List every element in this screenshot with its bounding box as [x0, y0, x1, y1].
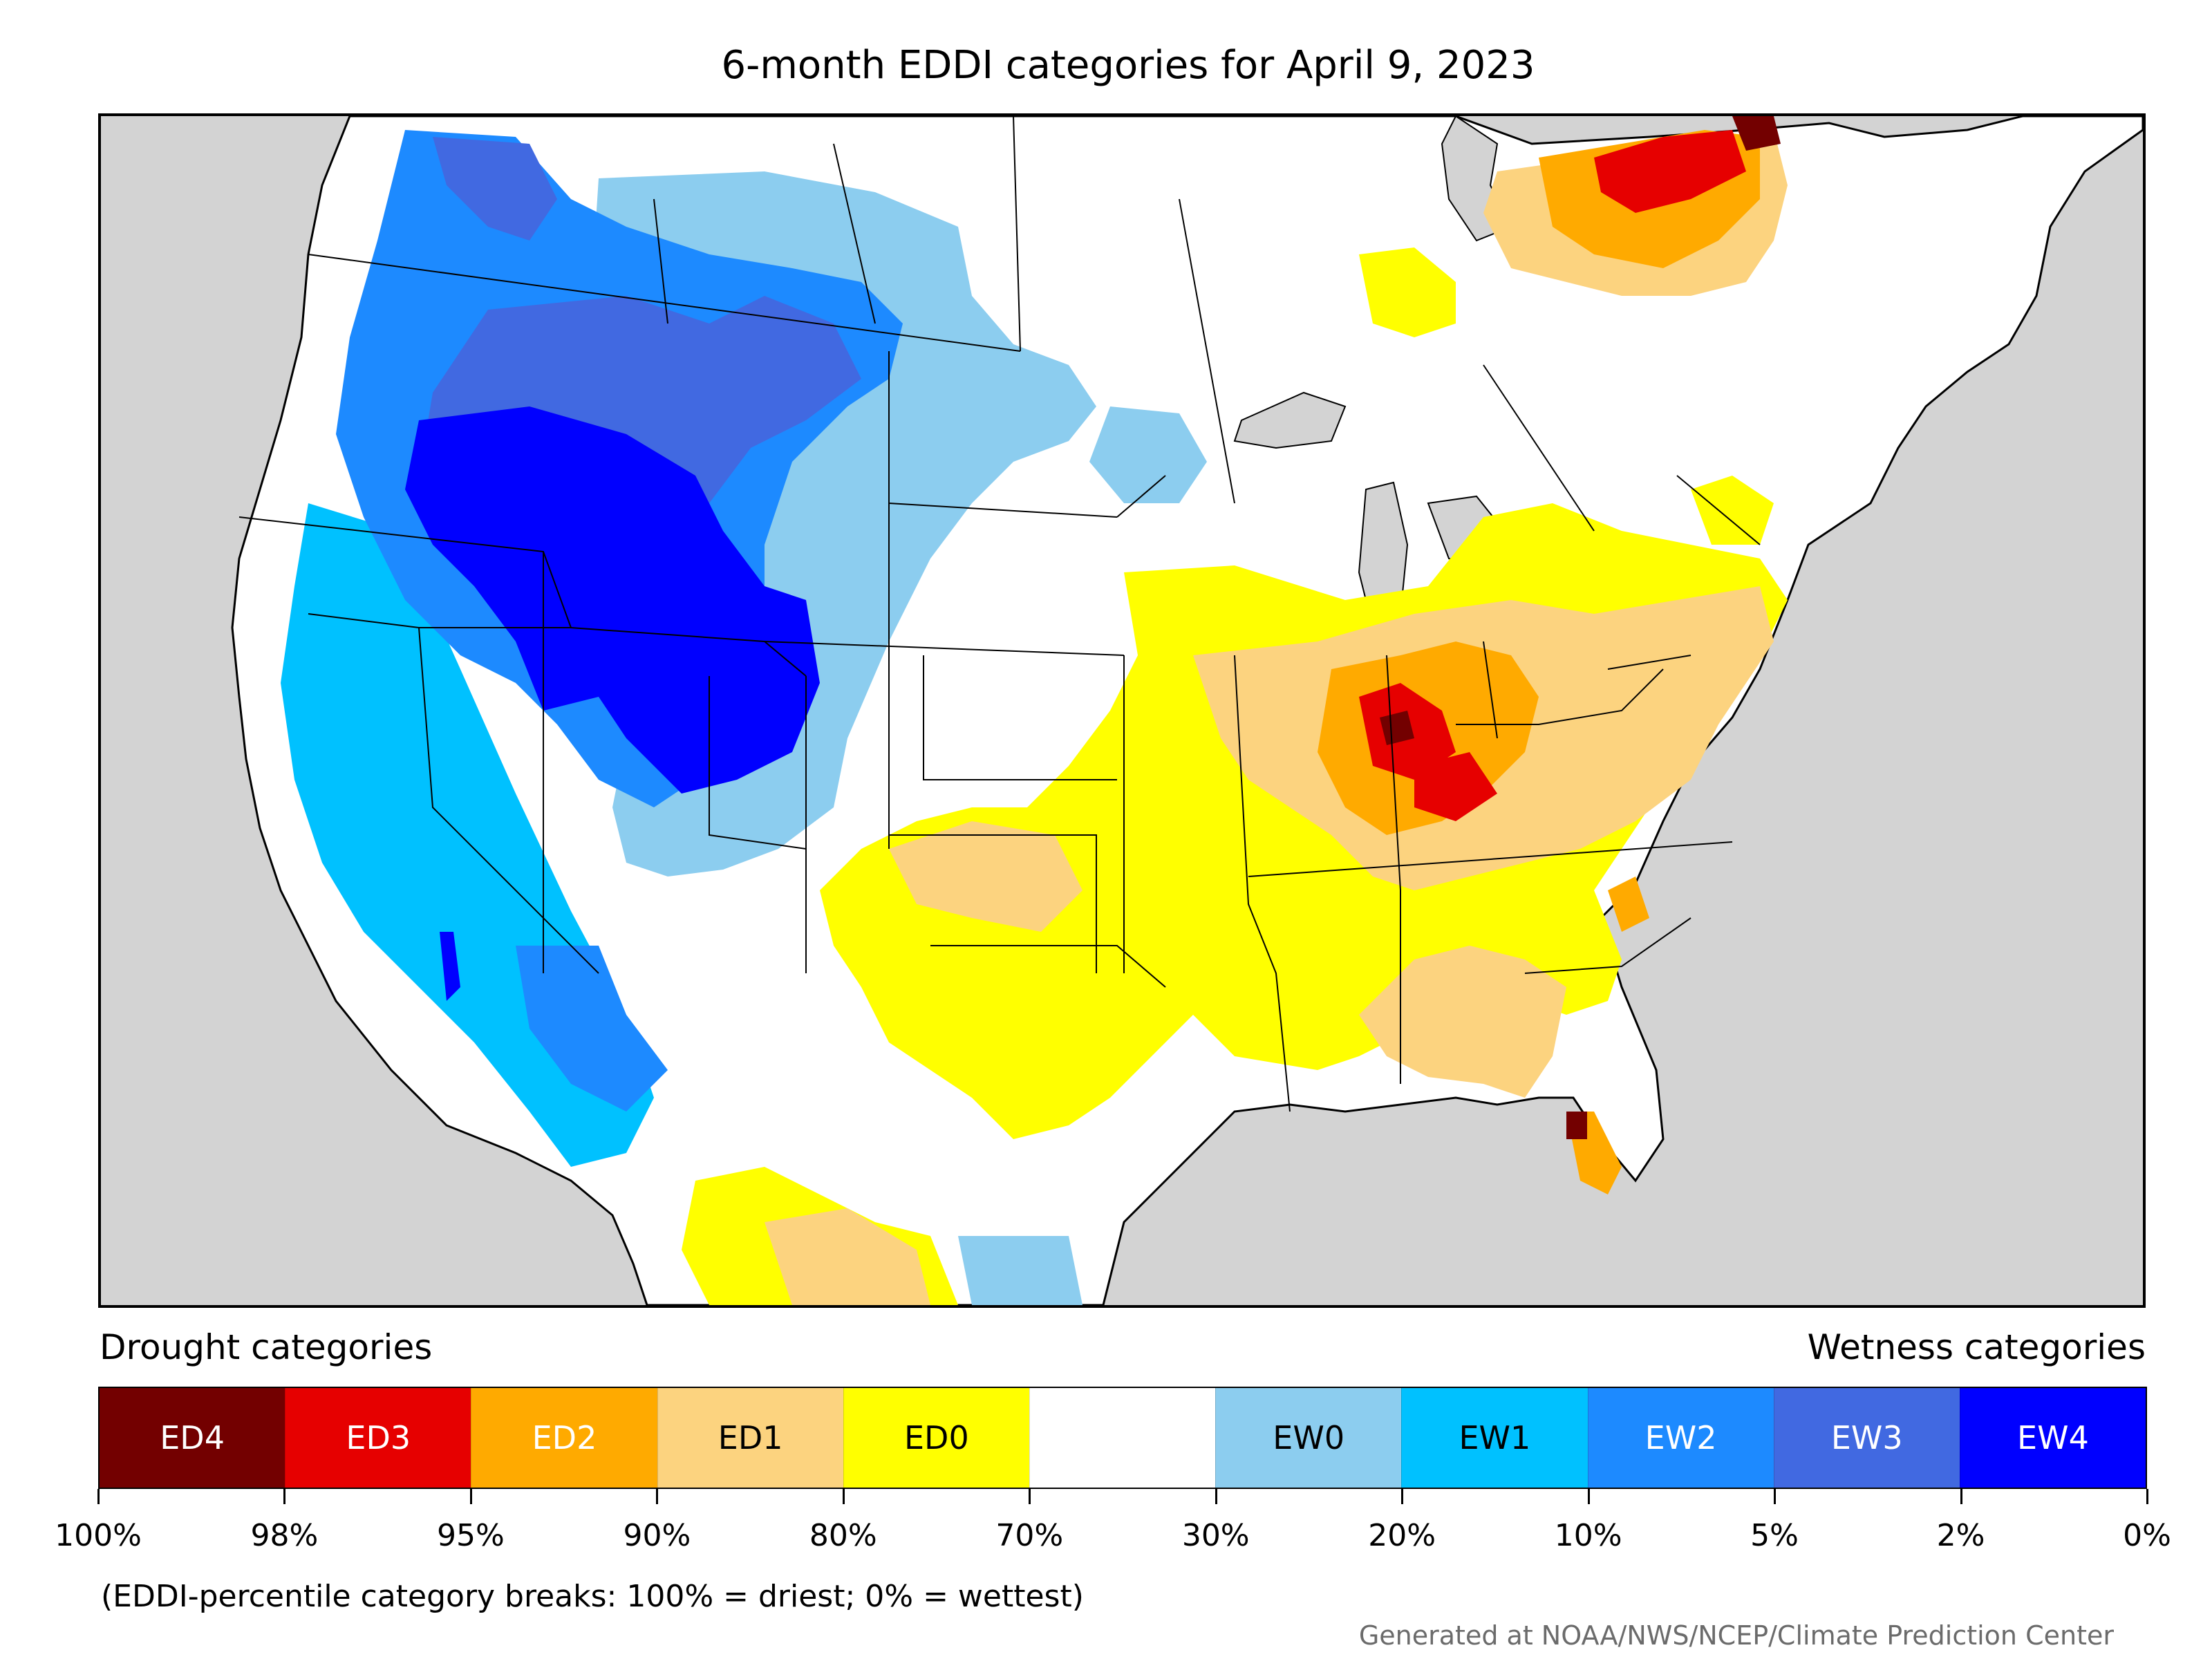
- region-ew4: [405, 406, 820, 794]
- colorbar-tick: [1215, 1489, 1217, 1504]
- eddi-map: [98, 113, 2146, 1308]
- colorbar-segment-ed4: ED4: [100, 1388, 285, 1488]
- colorbar-tick: [2146, 1489, 2148, 1504]
- colorbar-tick: [1587, 1489, 1590, 1504]
- map-title: 6-month EDDI categories for April 9, 202…: [721, 43, 1535, 88]
- wetness-categories-heading: Wetness categories: [1807, 1327, 2146, 1367]
- region-ed3-quebec: [1594, 130, 1746, 213]
- colorbar-tick-label: 95%: [437, 1518, 505, 1553]
- colorbar-tick-label: 90%: [623, 1518, 691, 1553]
- region-ew2-south: [516, 946, 668, 1112]
- colorbar-segment-ed1: ED1: [657, 1388, 843, 1488]
- colorbar-segment-neutral: [1029, 1388, 1216, 1488]
- colorbar-ticks: [97, 1489, 2148, 1506]
- colorbar-tick: [469, 1489, 472, 1504]
- region-ed0-quebec: [1359, 247, 1774, 545]
- colorbar-tick: [1029, 1489, 1031, 1504]
- colorbar-segment-ew2: EW2: [1587, 1388, 1774, 1488]
- category-colorbar: ED4 ED3 ED2 ED1 ED0 EW0 EW1 EW2 EW3 EW4: [98, 1387, 2147, 1489]
- colorbar-tick: [97, 1489, 100, 1504]
- category-note: (EDDI-percentile category breaks: 100% =…: [101, 1579, 1084, 1614]
- colorbar-tick-label: 70%: [995, 1518, 1064, 1553]
- colorbar-tick-labels: 100% 98% 95% 90% 80% 70% 30% 20% 10% 5% 2% 0%: [55, 1518, 2171, 1559]
- region-ew0-mexico: [958, 1236, 1082, 1305]
- colorbar-tick-label: 0%: [2123, 1518, 2171, 1553]
- colorbar-segment-ed3: ED3: [285, 1388, 471, 1488]
- colorbar-tick-label: 20%: [1368, 1518, 1436, 1553]
- colorbar-tick-label: 2%: [1936, 1518, 1985, 1553]
- colorbar-tick-label: 98%: [250, 1518, 319, 1553]
- colorbar-segment-ed2: ED2: [471, 1388, 657, 1488]
- colorbar-segment-ed0: ED0: [843, 1388, 1029, 1488]
- colorbar-segment-ew4: EW4: [1959, 1388, 2146, 1488]
- colorbar-segment-ew0: EW0: [1215, 1388, 1402, 1488]
- colorbar-tick: [283, 1489, 286, 1504]
- region-ed1-southeast: [1359, 946, 1566, 1098]
- region-ew4-baja: [440, 932, 460, 1001]
- colorbar-segment-ew3: EW3: [1773, 1388, 1960, 1488]
- credit-line: Generated at NOAA/NWS/NCEP/Climate Predi…: [1358, 1620, 2114, 1651]
- colorbar-tick: [1774, 1489, 1777, 1504]
- region-ed1-mexico: [765, 1208, 930, 1305]
- colorbar-tick: [1960, 1489, 1962, 1504]
- colorbar-tick-label: 100%: [55, 1518, 142, 1553]
- drought-categories-heading: Drought categories: [100, 1327, 433, 1367]
- state-boundaries: [238, 116, 1761, 1112]
- region-ed2-carolina: [1608, 877, 1649, 932]
- colorbar-tick-label: 5%: [1750, 1518, 1799, 1553]
- region-ew0-plains: [1089, 406, 1207, 503]
- colorbar-tick-label: 80%: [809, 1518, 877, 1553]
- colorbar-tick: [1401, 1489, 1404, 1504]
- colorbar-segment-ew1: EW1: [1401, 1388, 1588, 1488]
- region-ed1-plains: [889, 821, 1082, 932]
- eddi-map-canvas: [101, 116, 2143, 1305]
- colorbar-tick-label: 30%: [1181, 1518, 1250, 1553]
- colorbar-tick: [656, 1489, 659, 1504]
- colorbar-tick: [842, 1489, 845, 1504]
- colorbar-tick-label: 10%: [1554, 1518, 1622, 1553]
